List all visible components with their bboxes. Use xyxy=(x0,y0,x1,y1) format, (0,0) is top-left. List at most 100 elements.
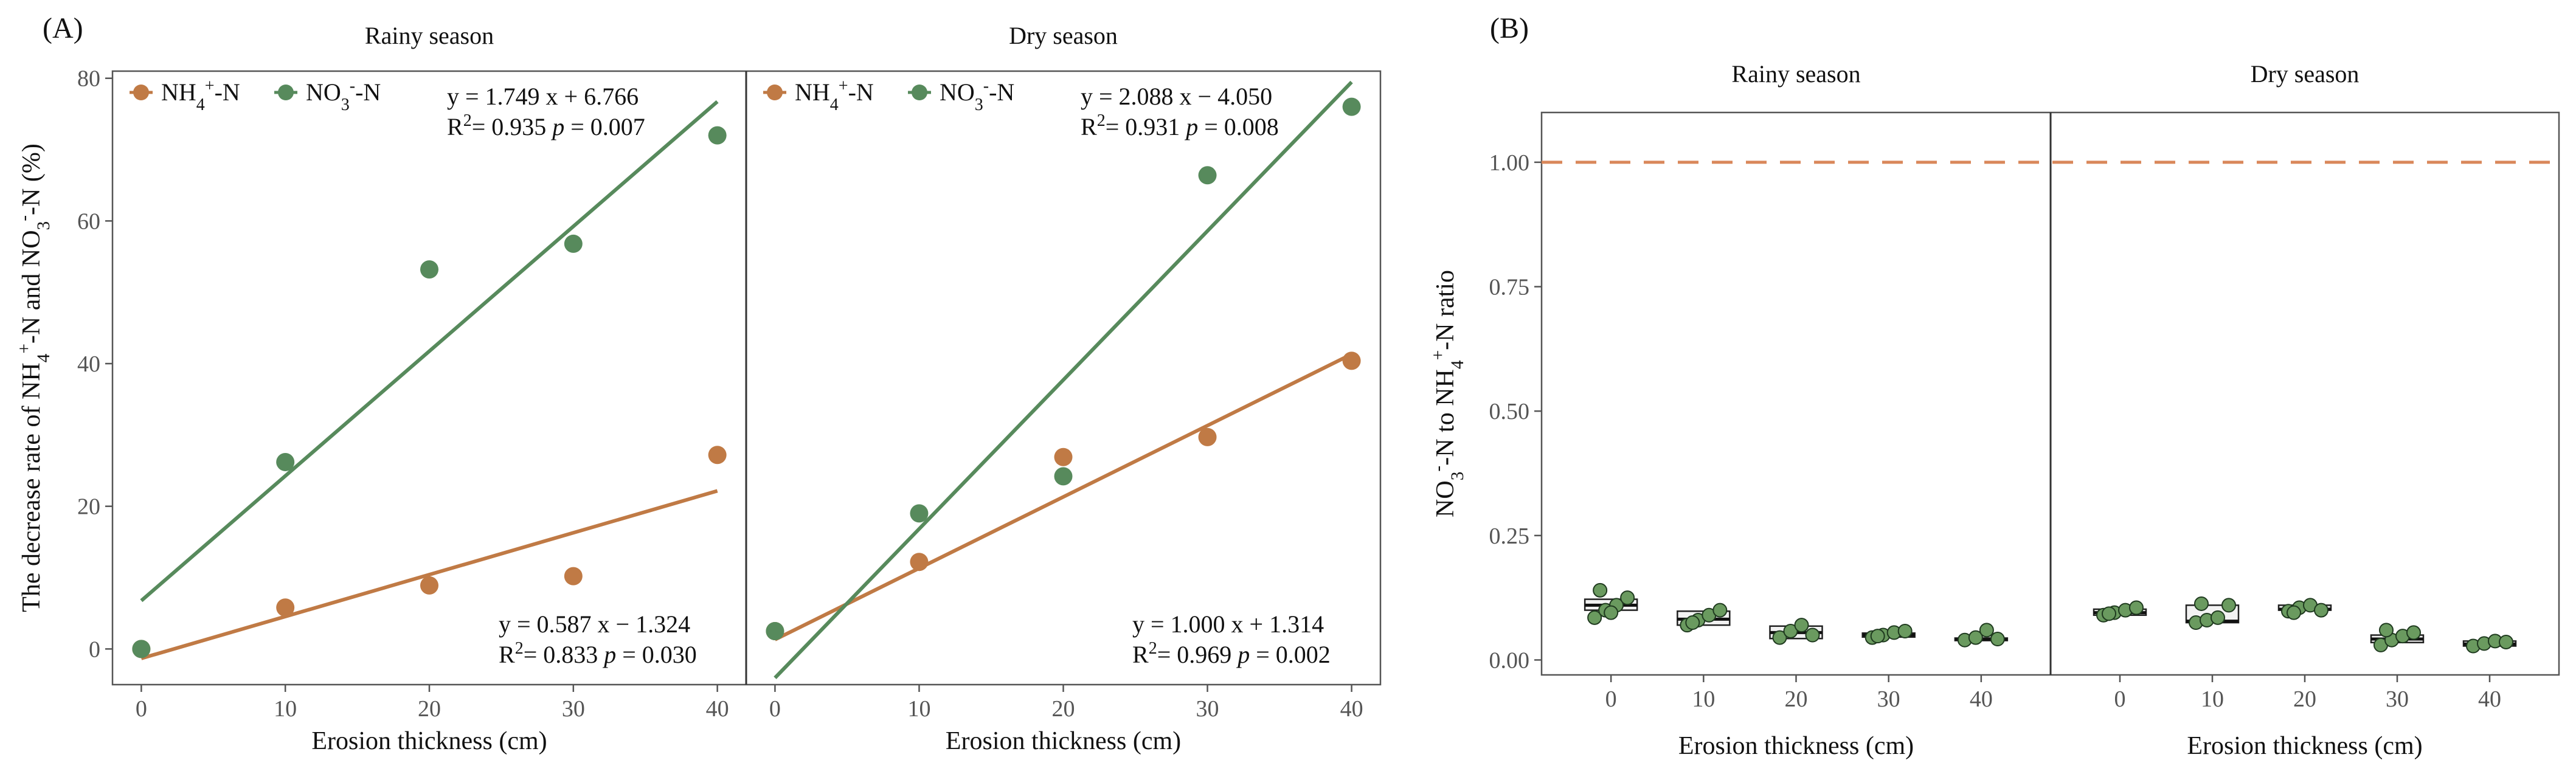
strip-label: Rainy season xyxy=(1731,60,1860,88)
x-tick-label: 0 xyxy=(769,696,781,722)
boxplot xyxy=(1954,623,2009,648)
text-span: 4 xyxy=(1448,360,1467,369)
legend-label-no3: NO3--N xyxy=(940,77,1014,114)
fit-line-no3 xyxy=(774,80,1353,679)
point-nh4 xyxy=(910,553,929,572)
text-span: 4 xyxy=(196,95,205,114)
y-tick-label: 0.00 xyxy=(1489,648,1530,673)
text-span: = 0.935 xyxy=(472,113,553,140)
text-span: NO xyxy=(306,78,341,106)
text-span: NH xyxy=(161,78,196,106)
x-tick-label: 40 xyxy=(2478,686,2501,712)
jitter-point xyxy=(2102,606,2116,621)
x-tick-label: 40 xyxy=(1970,686,1993,712)
point-no3 xyxy=(564,234,583,253)
point-nh4 xyxy=(1198,427,1217,446)
jitter-point xyxy=(2194,596,2209,611)
text-span: = 0.969 xyxy=(1157,641,1238,668)
boxplot xyxy=(2370,623,2425,652)
text-span: = 0.002 xyxy=(1250,641,1331,668)
jitter-point xyxy=(2129,600,2144,615)
x-tick-label: 0 xyxy=(136,696,147,722)
y-tick-label: 20 xyxy=(77,494,100,520)
legend-label-nh4: NH4+-N xyxy=(795,77,874,114)
text-span: NO xyxy=(940,78,975,106)
boxplot xyxy=(2462,634,2517,654)
text-span: p xyxy=(602,641,616,668)
jitter-point xyxy=(2211,610,2225,625)
point-no3 xyxy=(132,640,151,658)
x-axis-label: Erosion thickness (cm) xyxy=(2187,732,2422,760)
legend-key-dot xyxy=(278,85,294,100)
x-tick-label: 30 xyxy=(1877,686,1900,712)
point-nh4 xyxy=(1342,351,1361,370)
point-no3 xyxy=(420,260,438,279)
facet-dry-a: Dry season 0 10 20 30 40 Erosion thickness (cm… xyxy=(763,22,1363,755)
facet-dry-b: Dry season 0 10 20 30 40 Erosion thickness (cm… xyxy=(2093,60,2517,760)
jitter-point xyxy=(1620,590,1635,606)
point-no3 xyxy=(708,126,727,145)
fit-line-no3 xyxy=(140,100,719,603)
text-span: p xyxy=(1236,641,1250,668)
jitter-point xyxy=(1587,610,1602,625)
text-span: R xyxy=(447,113,463,140)
text-span: 2 xyxy=(1097,111,1106,130)
jitter-point xyxy=(2287,605,2301,620)
text-span: + xyxy=(1428,350,1448,361)
text-span: 4 xyxy=(830,95,839,114)
x-tick-label: 20 xyxy=(418,696,441,722)
text-span: -N xyxy=(215,78,240,106)
text-span: The decrease rate of NH xyxy=(18,362,46,612)
point-nh4 xyxy=(1054,447,1073,466)
r2-p-line: R2= 0.931 p = 0.008 xyxy=(1081,111,1279,141)
equation-line: y = 1.000 x + 1.314 xyxy=(1132,610,1324,638)
strip-label: Rainy season xyxy=(365,22,494,49)
text-span: -N (%) xyxy=(18,143,46,215)
text-span: R xyxy=(1081,113,1097,140)
text-span: + xyxy=(839,77,848,95)
point-nh4 xyxy=(708,446,727,465)
point-no3 xyxy=(910,504,929,523)
point-no3 xyxy=(1198,166,1217,185)
text-span: 3 xyxy=(975,95,983,114)
r2-p-line: R2= 0.833 p = 0.030 xyxy=(499,639,697,669)
point-nh4 xyxy=(564,567,583,586)
point-no3 xyxy=(766,622,784,641)
y-tick-label: 0.25 xyxy=(1489,523,1530,549)
text-span: 3 xyxy=(1448,472,1467,481)
panel-label-b: (B) xyxy=(1490,12,1529,44)
panel-label-a: (A) xyxy=(43,12,83,44)
x-tick-label: 40 xyxy=(1340,696,1363,722)
x-tick-label: 30 xyxy=(562,696,585,722)
x-tick-label: 0 xyxy=(2114,686,2126,712)
jitter-point xyxy=(1805,627,1820,643)
r2-p-line: R2= 0.935 p = 0.007 xyxy=(447,111,645,141)
x-tick-label: 0 xyxy=(1605,686,1617,712)
jitter-point xyxy=(2379,623,2394,638)
legend-label-nh4: NH4+-N xyxy=(161,77,240,114)
text-span: - xyxy=(350,77,355,95)
jitter-point xyxy=(2314,603,2328,618)
legend-label-no3: NO3--N xyxy=(306,77,381,114)
text-span: = 0.931 xyxy=(1106,113,1186,140)
point-nh4 xyxy=(276,598,295,617)
boxplot xyxy=(2093,600,2147,623)
y-tick-label: 0 xyxy=(89,637,100,662)
x-tick-label: 10 xyxy=(2201,686,2224,712)
boxplot xyxy=(1769,618,1823,645)
text-span: = 0.030 xyxy=(616,641,697,668)
facet-rainy-b: Rainy season 0 10 20 30 40 Erosion thickness (… xyxy=(1584,60,2009,760)
strip-label: Dry season xyxy=(2251,60,2360,88)
jitter-point xyxy=(1604,605,1619,620)
legend: NH4+-N NO3--N xyxy=(763,77,1014,114)
x-tick-label: 40 xyxy=(706,696,729,722)
equation-line: y = 0.587 x − 1.324 xyxy=(499,610,690,638)
y-tick-label: 1.00 xyxy=(1489,150,1530,176)
text-span: = 0.007 xyxy=(564,113,645,140)
boxplot xyxy=(2185,596,2240,631)
text-span: 3 xyxy=(34,221,54,230)
text-span: -N xyxy=(848,78,874,106)
jitter-point xyxy=(2499,634,2513,649)
y-axis-label-b: NO3--N to NH4+-N ratio xyxy=(1428,270,1467,517)
